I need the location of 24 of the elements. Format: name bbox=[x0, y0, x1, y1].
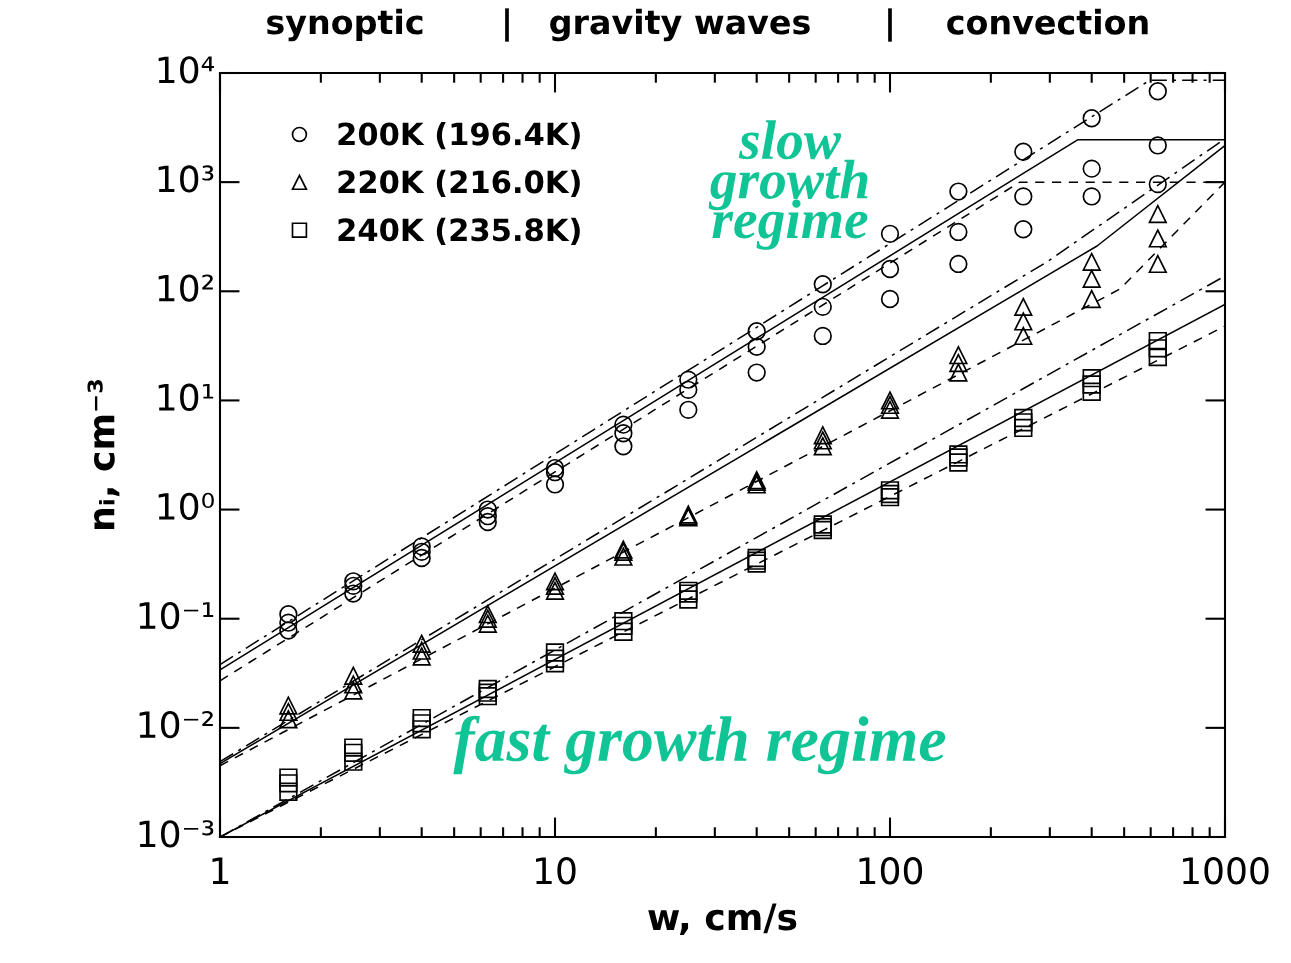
x-axis-title: w, cm/s bbox=[648, 903, 797, 936]
text: convection bbox=[947, 8, 1148, 35]
legend-label: 220K (216.0K) bbox=[338, 169, 580, 198]
text: gravity waves bbox=[550, 8, 810, 42]
y-axis-title: nᵢ, cm⁻³ bbox=[87, 380, 120, 529]
text: | bbox=[888, 8, 892, 42]
x-tick-label: 10 bbox=[535, 857, 576, 885]
x-tick-label: 1000 bbox=[1183, 857, 1269, 885]
y-tick-label: 10³ bbox=[158, 165, 214, 193]
y-tick-label: 10⁻¹ bbox=[139, 601, 214, 630]
y-tick-label: 10⁴ bbox=[158, 56, 214, 84]
y-tick-label: 10⁻² bbox=[139, 711, 213, 739]
legend-label: 200K (196.4K) bbox=[338, 121, 580, 150]
x-tick-label: 100 bbox=[859, 857, 923, 885]
text: synoptic bbox=[267, 8, 423, 42]
y-tick-label: 10² bbox=[158, 274, 213, 302]
annotation: fast growth regime bbox=[453, 715, 946, 775]
text: | bbox=[505, 8, 509, 42]
annotation: slow growth regime bbox=[708, 120, 868, 250]
y-tick-label: 10¹ bbox=[158, 383, 214, 411]
y-tick-label: 10⁰ bbox=[158, 492, 214, 521]
legend-label: 240K (235.8K) bbox=[338, 217, 580, 245]
x-tick-label: 1 bbox=[212, 857, 229, 884]
y-tick-label: 10⁻³ bbox=[139, 820, 214, 848]
